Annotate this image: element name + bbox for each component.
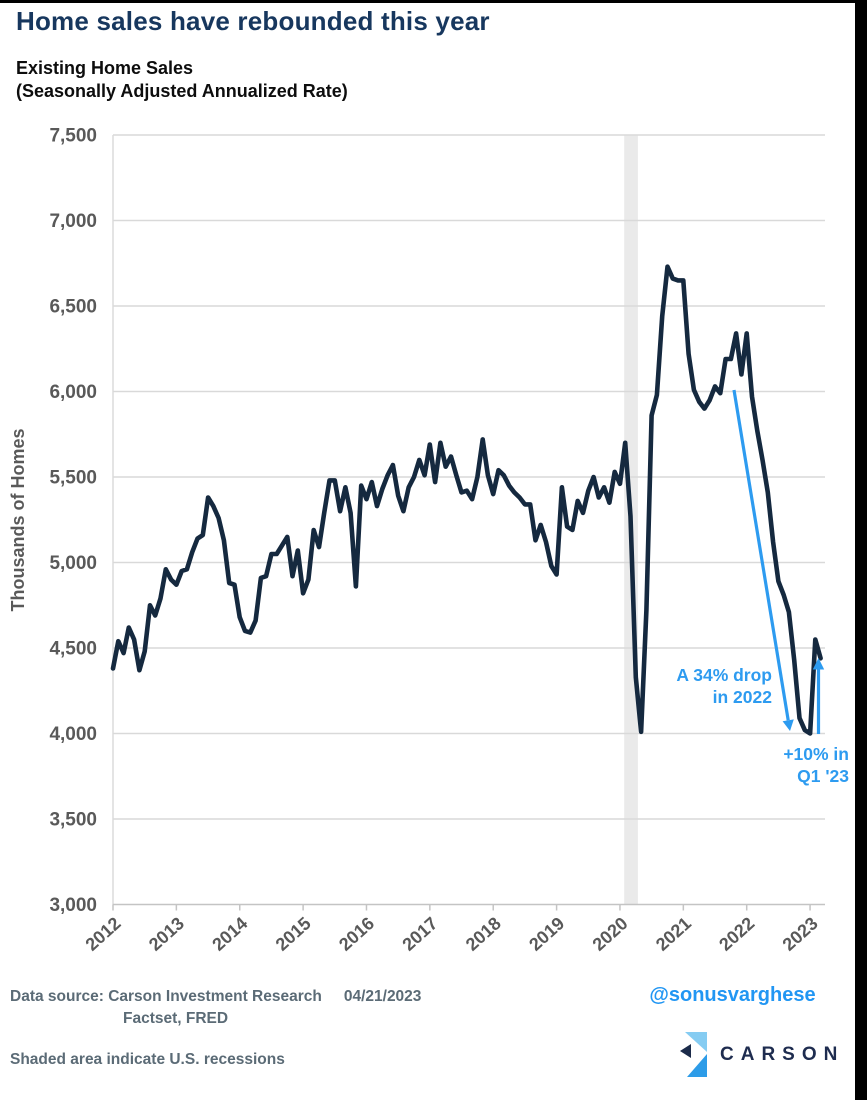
chart-subtitle-line2: (Seasonally Adjusted Annualized Rate) bbox=[16, 80, 348, 101]
y-tick-label: 3,500 bbox=[49, 810, 97, 831]
right-border bbox=[855, 0, 867, 1100]
data-source: Data source: Carson Investment Research 0… bbox=[10, 986, 530, 1031]
x-tick-label: 2018 bbox=[462, 913, 505, 955]
x-tick-label: 2021 bbox=[652, 913, 695, 955]
drop-arrow bbox=[732, 389, 794, 731]
annotation-drop-line1: A 34% drop bbox=[676, 665, 772, 685]
rebound-arrow bbox=[812, 658, 825, 734]
y-tick-label: 7,500 bbox=[49, 126, 97, 147]
carson-logo: CARSON bbox=[678, 1032, 844, 1078]
x-tick-label: 2013 bbox=[145, 913, 188, 955]
x-tick-label: 2014 bbox=[208, 913, 251, 955]
page-title: Home sales have rebounded this year bbox=[16, 6, 490, 36]
y-axis-title: Thousands of Homes bbox=[8, 428, 28, 611]
annotation-rebound-line1: +10% in bbox=[783, 744, 849, 764]
annotation-drop-line2: in 2022 bbox=[713, 687, 773, 707]
y-tick-label: 3,000 bbox=[49, 895, 97, 916]
x-tick-label: 2015 bbox=[272, 913, 315, 955]
y-tick-label: 6,000 bbox=[49, 382, 97, 403]
gridlines bbox=[113, 134, 825, 820]
carson-logo-mark-icon bbox=[680, 1032, 707, 1077]
y-tick-label: 5,000 bbox=[49, 553, 97, 574]
x-tick-label: 2017 bbox=[398, 913, 441, 955]
x-tick-label: 2020 bbox=[588, 913, 631, 955]
x-tick-label: 2019 bbox=[525, 913, 568, 955]
drop-arrowhead-icon bbox=[782, 719, 794, 731]
y-tick-label: 4,000 bbox=[49, 724, 97, 745]
x-tick-label: 2023 bbox=[779, 913, 822, 955]
annotation-rebound-line2: Q1 '23 bbox=[797, 766, 849, 786]
x-tick-labels: 2012 2013 2014 2015 2016 2017 2018 2019 2020 2021… bbox=[82, 913, 822, 955]
data-source-line1: Data source: Carson Investment Research 0… bbox=[10, 988, 422, 1005]
source-date: 04/21/2023 bbox=[343, 988, 422, 1005]
recession-note: Shaded area indicate U.S. recessions bbox=[10, 1051, 285, 1068]
line-chart: 7,500 7,000 6,500 6,000 5,500 5,000 4,500 4,000… bbox=[8, 126, 849, 955]
x-tick-label: 2012 bbox=[82, 913, 125, 955]
y-tick-label: 5,500 bbox=[49, 468, 97, 489]
top-border bbox=[0, 0, 867, 3]
chart-subtitle: Existing Home Sales (Seasonally Adjusted… bbox=[16, 57, 716, 102]
twitter-handle: @sonusvarghese bbox=[649, 984, 816, 1006]
x-axis-ticks bbox=[112, 904, 811, 911]
chart-subtitle-line1: Existing Home Sales bbox=[16, 58, 194, 78]
y-tick-label: 6,500 bbox=[49, 297, 97, 318]
x-tick-label: 2022 bbox=[715, 913, 758, 955]
data-source-line2: Factset, FRED bbox=[123, 1010, 229, 1028]
y-tick-label: 7,000 bbox=[49, 211, 97, 232]
home-sales-line bbox=[110, 264, 823, 736]
carson-logo-text: CARSON bbox=[720, 1044, 845, 1065]
x-tick-label: 2016 bbox=[335, 913, 378, 955]
y-tick-labels: 7,500 7,000 6,500 6,000 5,500 5,000 4,500 4,000… bbox=[49, 126, 97, 917]
y-tick-label: 4,500 bbox=[49, 639, 97, 660]
rebound-arrowhead-icon bbox=[812, 658, 825, 670]
